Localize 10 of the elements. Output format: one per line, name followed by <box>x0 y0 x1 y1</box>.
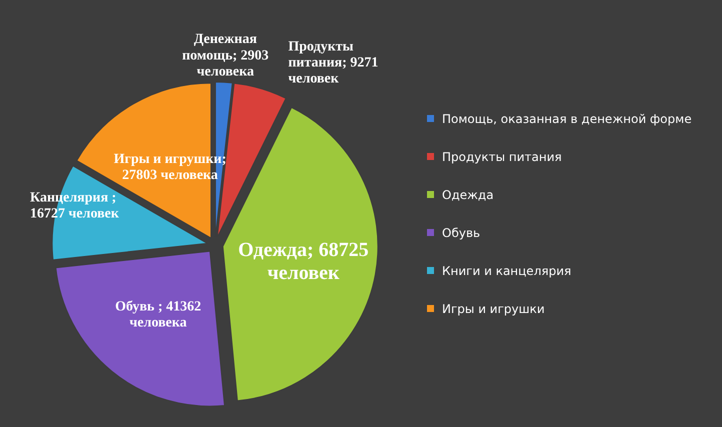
legend-label: Одежда <box>442 188 494 202</box>
legend-label: Обувь <box>442 226 480 240</box>
data-label: Продукты питания; 9271 человек <box>288 39 378 86</box>
data-label: Денежная помощь; 2903 человека <box>182 32 269 79</box>
legend-label: Книги и канцелярия <box>442 264 572 278</box>
data-label: Обувь ; 41362 человека <box>115 299 202 330</box>
data-label: Одежда; 68725 человек <box>238 238 369 284</box>
legend-label: Игры и игрушки <box>442 302 545 316</box>
legend-label: Помощь, оказанная в денежной форме <box>442 112 692 126</box>
legend-label: Продукты питания <box>442 150 562 164</box>
